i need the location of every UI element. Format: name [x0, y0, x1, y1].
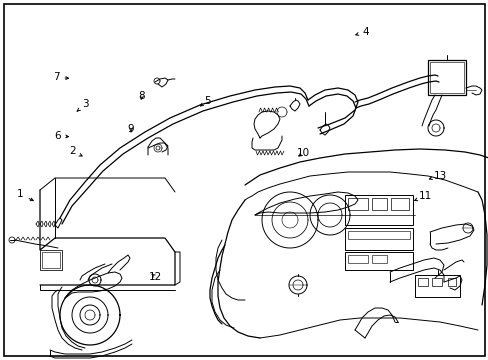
- Bar: [347, 255, 367, 263]
- Text: 12: 12: [148, 272, 162, 282]
- Text: 4: 4: [355, 27, 368, 37]
- Bar: [427, 60, 465, 95]
- Text: 1: 1: [17, 189, 33, 201]
- Text: 10: 10: [296, 148, 309, 158]
- Text: 7: 7: [53, 72, 68, 82]
- Text: 6: 6: [54, 131, 68, 141]
- Bar: [447, 278, 455, 286]
- Text: 5: 5: [200, 96, 211, 106]
- Bar: [347, 231, 409, 239]
- Bar: [431, 278, 441, 286]
- Text: 8: 8: [138, 91, 145, 102]
- Bar: [40, 250, 62, 270]
- Bar: [371, 255, 386, 263]
- Bar: [347, 198, 367, 210]
- Text: 3: 3: [77, 99, 89, 111]
- Bar: [42, 252, 60, 268]
- Text: 13: 13: [428, 171, 446, 181]
- Bar: [345, 195, 412, 225]
- Text: 11: 11: [414, 191, 431, 201]
- Bar: [417, 278, 427, 286]
- Text: 9: 9: [127, 124, 134, 134]
- Text: 2: 2: [69, 146, 82, 156]
- Bar: [429, 62, 463, 93]
- Bar: [345, 252, 412, 270]
- Bar: [371, 198, 386, 210]
- Bar: [414, 275, 459, 297]
- Bar: [345, 228, 412, 250]
- Bar: [390, 198, 408, 210]
